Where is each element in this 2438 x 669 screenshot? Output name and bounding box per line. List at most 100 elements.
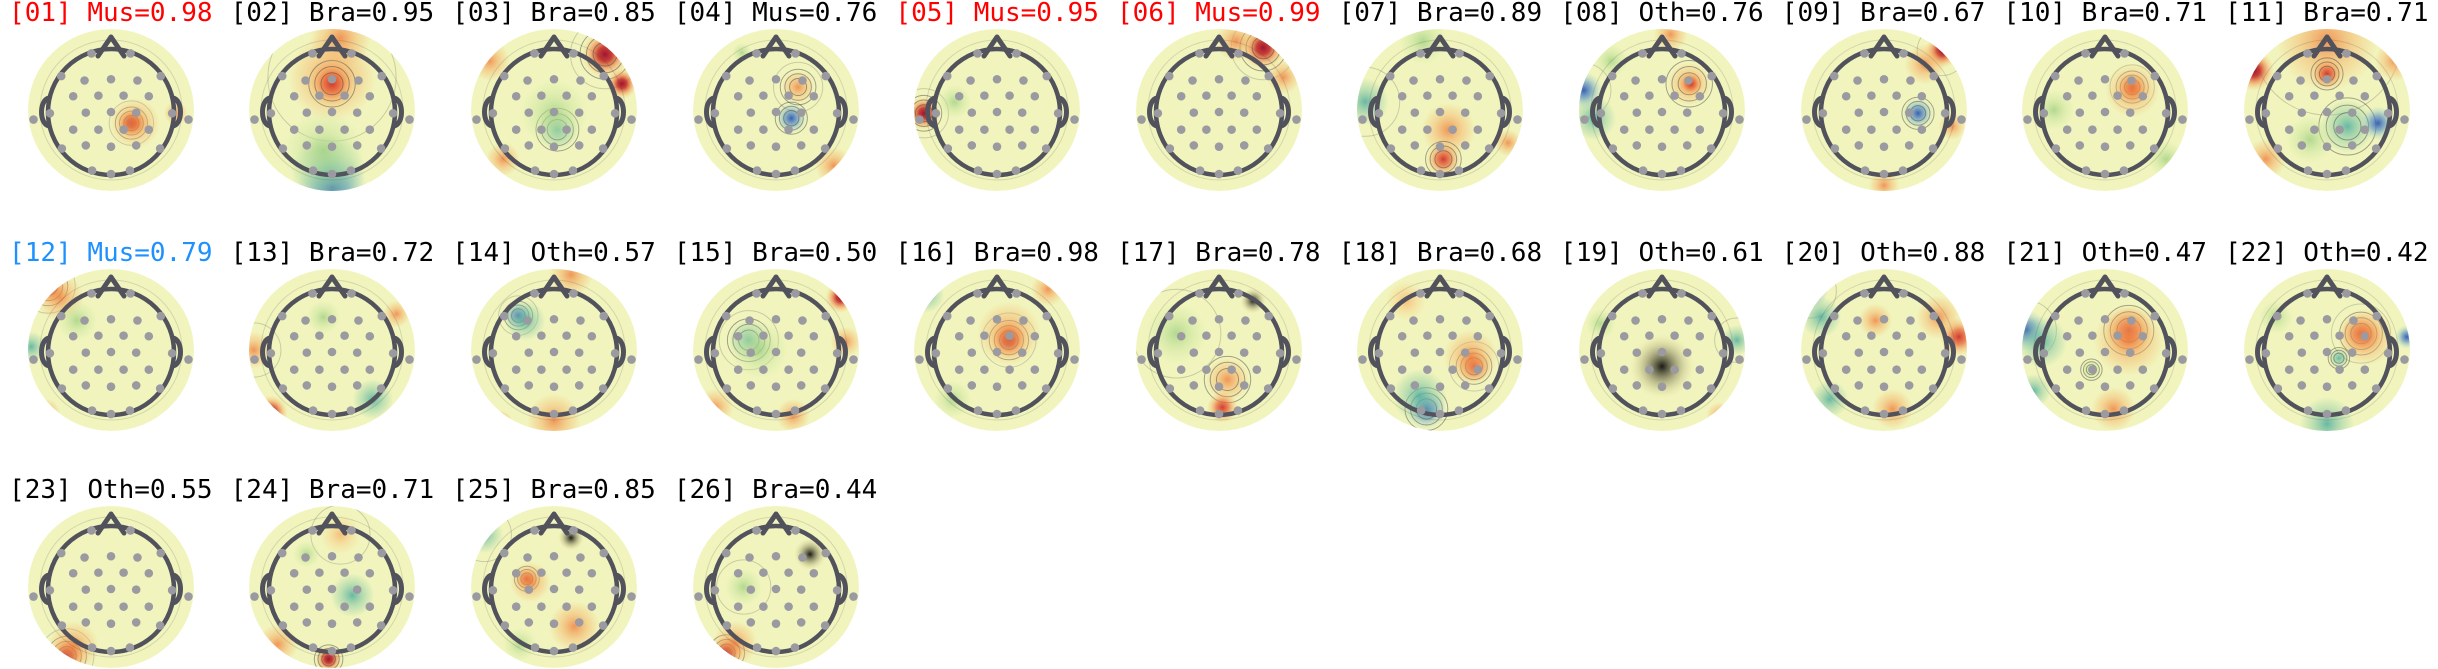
sensor-dot (93, 331, 103, 340)
sensor-dot (530, 289, 539, 298)
sensor-dot (524, 348, 534, 357)
sensor-dot (125, 643, 134, 652)
sensor-dot (1252, 125, 1261, 134)
sensor-dot (2341, 406, 2350, 415)
sensor-dot (722, 384, 731, 393)
component-cell-04[interactable]: [04] Mus=0.76 (665, 0, 887, 192)
component-cell-24[interactable]: [24] Bra=0.71 (222, 477, 444, 669)
sensor-dot (1631, 76, 1640, 85)
sensor-dot (1619, 331, 1629, 341)
sensor-dot (68, 331, 78, 341)
sensor-dot (278, 621, 288, 630)
component-cell-20[interactable]: [20] Oth=0.88 (1773, 240, 1995, 432)
sensor-dot (1417, 166, 1426, 175)
topomap (1357, 29, 1524, 191)
sensor-dot (302, 585, 312, 594)
topomap (914, 29, 1081, 191)
sensor-dot (1410, 348, 1420, 357)
component-cell-18[interactable]: [18] Bra=0.68 (1330, 240, 1552, 432)
sensor-dot (1214, 382, 1224, 391)
topomap (470, 269, 637, 431)
sensor-dot (524, 141, 534, 150)
sensor-dot (758, 602, 768, 611)
sensor-dot (2341, 289, 2351, 298)
sensor-dot (1416, 49, 1426, 58)
component-label: [17] Bra=0.78 (1117, 238, 1321, 268)
sensor-dot (733, 365, 743, 374)
sensor-dot (132, 316, 142, 325)
sensor-dot (290, 125, 299, 134)
component-cell-19[interactable]: [19] Oth=0.61 (1551, 240, 1773, 432)
component-cell-07[interactable]: [07] Bra=0.89 (1330, 0, 1552, 192)
topomap (1800, 269, 1967, 431)
sensor-dot (1619, 91, 1629, 101)
sensor-dot (1436, 409, 1445, 419)
sensor-dot (1188, 76, 1197, 85)
sensor-dot (1176, 125, 1186, 134)
component-label: [02] Bra=0.95 (230, 0, 435, 28)
sensor-dot (746, 108, 755, 117)
component-cell-23[interactable]: [23] Oth=0.55 (0, 477, 222, 669)
component-cell-06[interactable]: [06] Mus=0.99 (1108, 0, 1330, 192)
component-cell-26[interactable]: [26] Bra=0.44 (665, 477, 887, 669)
sensor-dot (2138, 331, 2148, 341)
sensor-dot (2063, 365, 2072, 374)
sensor-dot (599, 311, 609, 321)
sensor-dot (771, 107, 780, 117)
sensor-dot (1189, 141, 1198, 150)
component-cell-12[interactable]: [12] Mus=0.79 (0, 240, 222, 432)
component-cell-11[interactable]: [11] Bra=0.71 (2216, 0, 2438, 192)
sensor-dot (106, 409, 116, 419)
sensor-dot (587, 602, 597, 611)
sensor-dot (1252, 331, 1261, 341)
sensor-dot (751, 49, 761, 58)
component-cell-21[interactable]: [21] Oth=0.47 (1994, 240, 2216, 432)
sensor-dot (809, 568, 818, 578)
sensor-dot (1801, 355, 1811, 364)
component-label: [04] Mus=0.76 (673, 0, 878, 28)
sensor-dot (328, 107, 337, 117)
sensor-dot (2075, 141, 2085, 150)
sensor-dot (125, 166, 134, 175)
sensor-dot (599, 71, 609, 81)
component-cell-05[interactable]: [05] Mus=0.95 (886, 0, 1108, 192)
sensor-dot (1214, 169, 1224, 179)
sensor-dot (967, 348, 977, 357)
sensor-dot (1497, 348, 1506, 358)
component-cell-01[interactable]: [01] Mus=0.98 (0, 0, 222, 192)
sensor-dot (2371, 144, 2381, 153)
sensor-dot (1053, 108, 1063, 118)
sensor-dot (266, 108, 276, 118)
sensor-dot (1012, 49, 1022, 58)
component-cell-14[interactable]: [14] Oth=0.57 (443, 240, 665, 432)
sensor-dot (250, 355, 260, 364)
sensor-dot (1670, 125, 1679, 134)
sensor-dot (1632, 141, 1642, 150)
component-cell-15[interactable]: [15] Bra=0.50 (665, 240, 887, 432)
sensor-dot (1905, 76, 1915, 85)
component-label: [25] Bra=0.85 (452, 475, 656, 505)
sensor-dot (1632, 108, 1642, 117)
component-cell-25[interactable]: [25] Bra=0.85 (443, 477, 665, 669)
sensor-dot (1454, 166, 1464, 175)
component-cell-08[interactable]: [08] Oth=0.76 (1551, 0, 1773, 192)
component-cell-10[interactable]: [10] Bra=0.71 (1994, 0, 2216, 192)
sensor-dot (992, 347, 1002, 357)
sensor-dot (1018, 381, 1027, 390)
component-cell-16[interactable]: [16] Bra=0.98 (886, 240, 1108, 432)
sensor-dot (511, 125, 521, 134)
sensor-dot (721, 311, 731, 321)
component-cell-02[interactable]: [02] Bra=0.95 (222, 0, 444, 192)
component-cell-09[interactable]: [09] Bra=0.67 (1773, 0, 1995, 192)
sensor-dot (144, 568, 153, 578)
sensor-dot (1005, 365, 1015, 374)
sensor-dot (2348, 316, 2358, 325)
component-cell-03[interactable]: [03] Bra=0.85 (443, 0, 665, 192)
component-cell-13[interactable]: [13] Bra=0.72 (222, 240, 444, 432)
sensor-dot (790, 406, 799, 415)
sensor-dot (106, 107, 116, 117)
sensor-dot (511, 331, 521, 341)
sensor-dot (2178, 115, 2187, 124)
component-cell-22[interactable]: [22] Oth=0.42 (2216, 240, 2438, 432)
component-cell-17[interactable]: [17] Bra=0.78 (1108, 240, 1330, 432)
